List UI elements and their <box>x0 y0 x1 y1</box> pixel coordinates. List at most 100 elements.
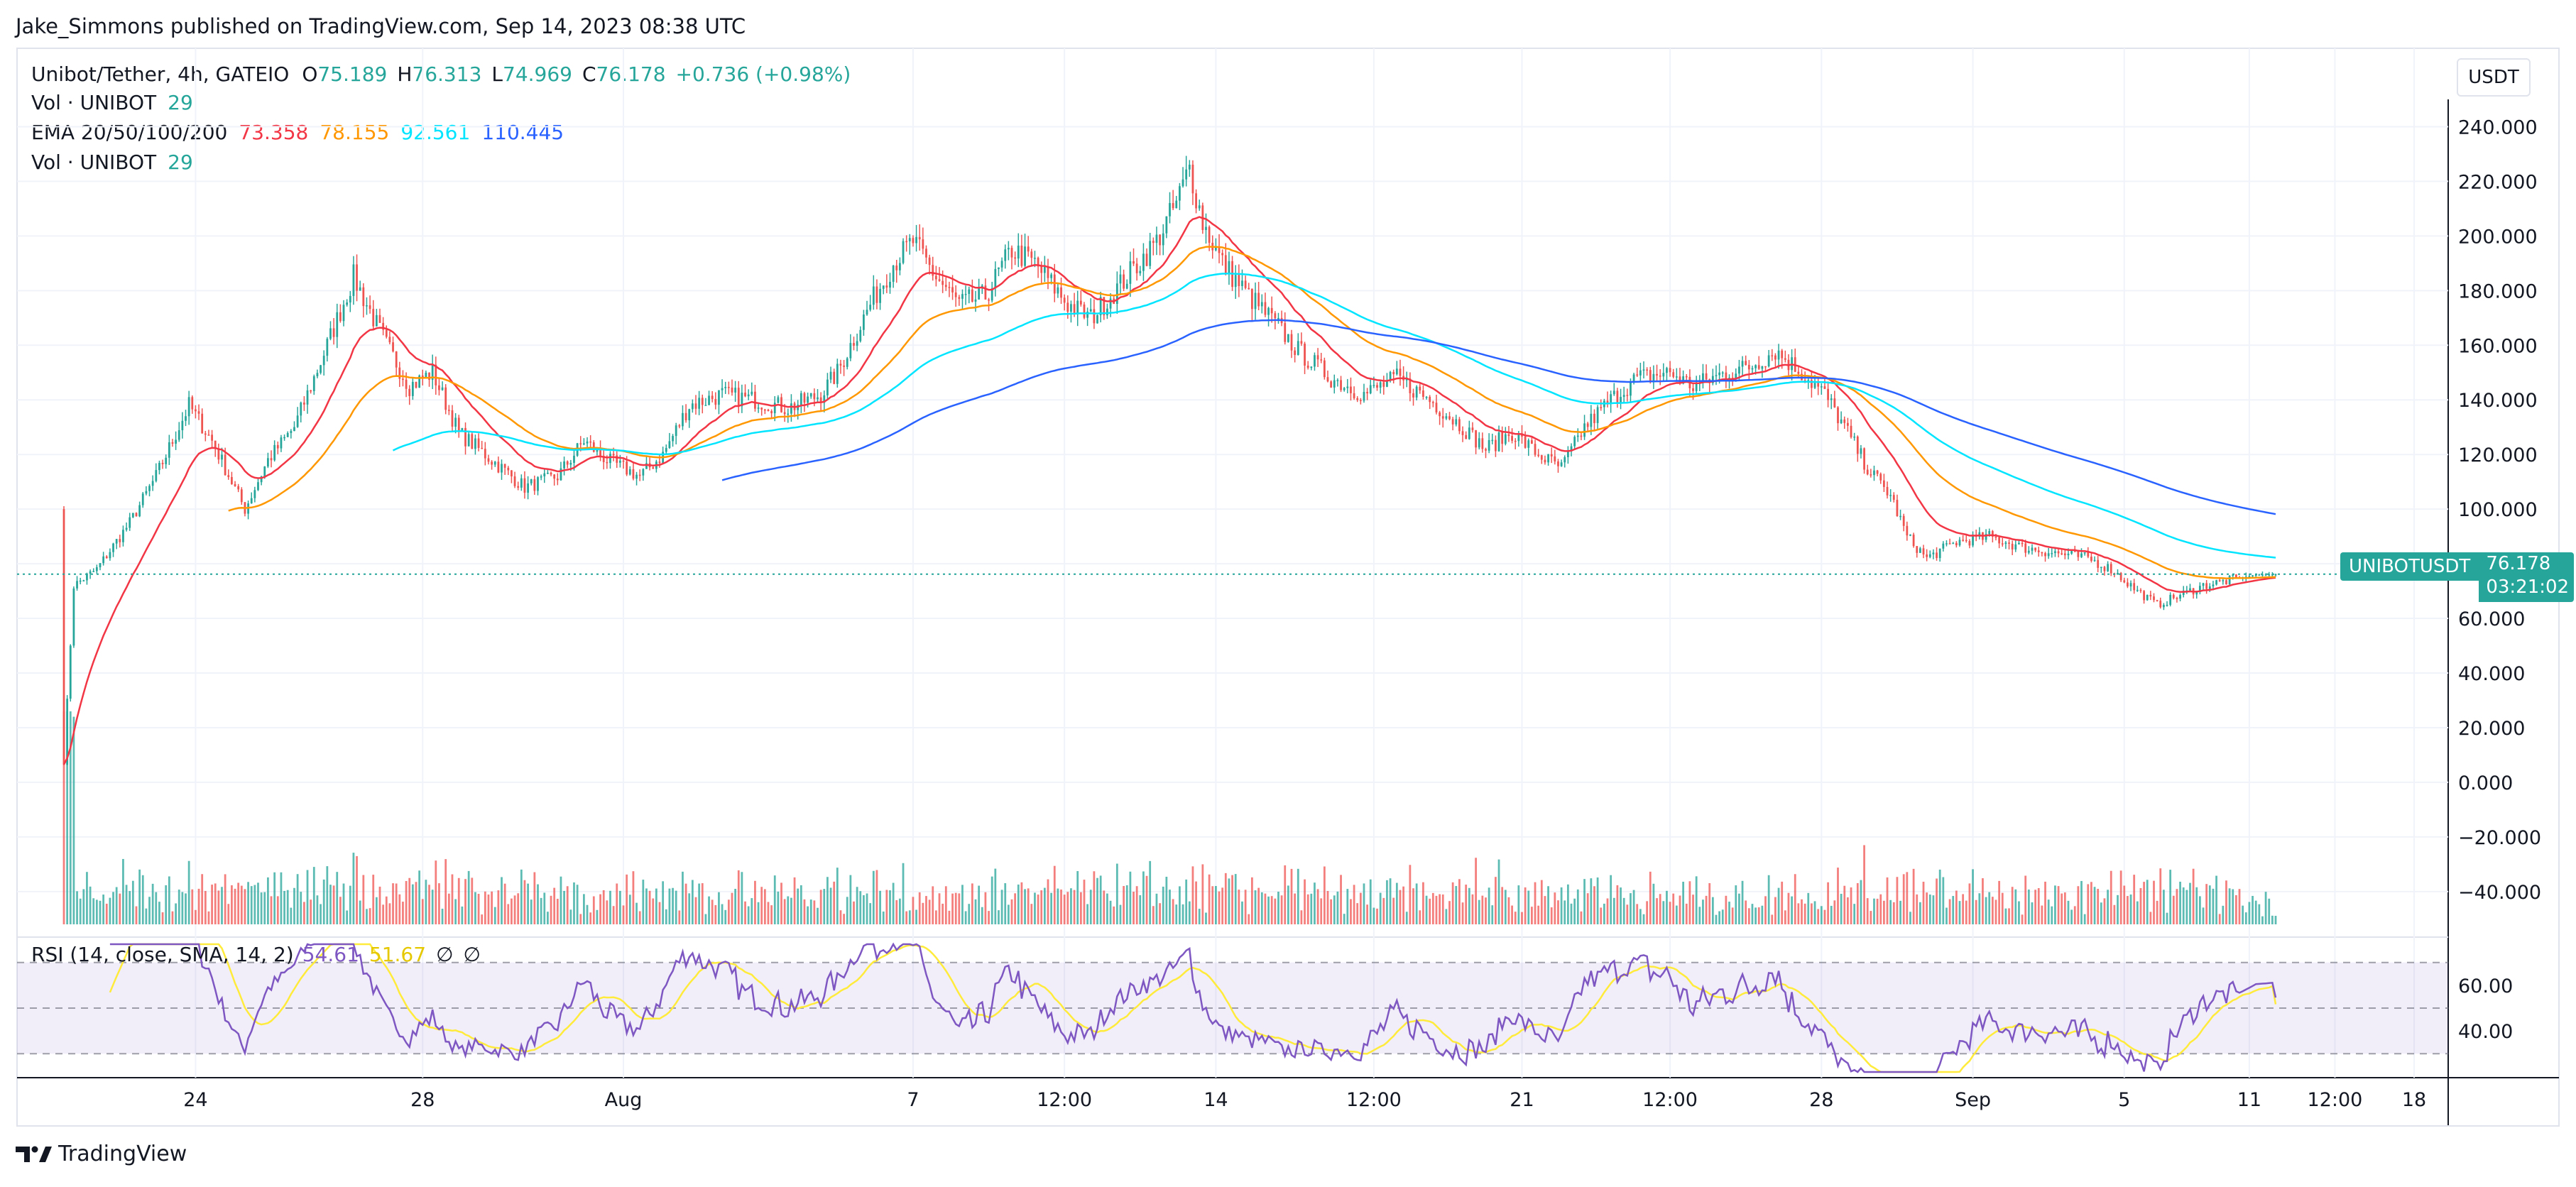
candle-body <box>2202 583 2205 586</box>
candle-body <box>566 461 569 465</box>
volume-bar <box>1666 890 1668 924</box>
volume-bar <box>513 895 516 924</box>
volume-bar <box>1823 909 1826 924</box>
candle-body <box>954 292 957 297</box>
volume-bar <box>843 914 845 924</box>
candle-body <box>1942 543 1945 549</box>
volume-bar <box>1053 865 1056 924</box>
volume-bar <box>1224 873 1227 924</box>
candle-body <box>1274 313 1277 319</box>
candle-body <box>1715 375 1718 376</box>
volume-bar <box>2195 887 2198 924</box>
candle-body <box>2103 567 2106 571</box>
volume-bar <box>1612 897 1615 924</box>
volume-bar <box>2047 899 2050 924</box>
volume-legend-1[interactable]: Vol · UNIBOT 29 <box>31 91 197 114</box>
candle-body <box>503 464 506 468</box>
volume-bar <box>628 895 631 924</box>
ema-legend[interactable]: EMA 20/50/100/200 73.358 78.155 92.561 110.4… <box>31 121 568 144</box>
volume-bar <box>998 910 1000 924</box>
volume-bar <box>682 871 684 924</box>
candle-body <box>1260 302 1263 307</box>
candle-body <box>405 379 408 389</box>
candle-body <box>336 312 339 337</box>
candle-body <box>1284 323 1287 342</box>
volume-bar <box>912 897 915 924</box>
candle-body <box>257 482 259 491</box>
candle-body <box>1162 233 1164 246</box>
candle-body <box>1270 307 1273 314</box>
volume-bar <box>829 887 832 924</box>
symbol-title[interactable]: Unibot/Tether, 4h, GATEIO <box>31 62 290 86</box>
candle-body <box>1948 543 1951 545</box>
candle-body <box>938 279 941 281</box>
candle-body <box>988 299 990 301</box>
rsi-extra-1: ∅ <box>436 943 454 966</box>
volume-bar <box>102 895 105 924</box>
volume-bar <box>1801 899 1803 924</box>
volume-bar <box>1133 892 1135 924</box>
volume-bar <box>1882 900 1885 924</box>
candle-body <box>895 266 898 270</box>
volume-bar <box>1277 891 1279 924</box>
candle-body <box>790 403 792 414</box>
candle-body <box>1669 368 1671 373</box>
volume-bar <box>547 912 549 924</box>
candle-body <box>187 397 190 417</box>
volume-bar <box>807 906 809 924</box>
candle-body <box>447 410 450 411</box>
price-axis-label: −20.000 <box>2458 827 2541 849</box>
candle-body <box>415 381 417 388</box>
volume-bar <box>1774 897 1777 924</box>
candle-body <box>1531 440 1533 444</box>
volume-bar <box>441 908 444 924</box>
volume-bar <box>1817 909 1820 924</box>
currency-button[interactable]: USDT <box>2457 58 2531 97</box>
tradingview-logo[interactable]: TradingView <box>16 1142 187 1166</box>
candle-body <box>734 388 737 393</box>
volume-bar <box>339 897 342 924</box>
volume-bar <box>1573 898 1576 924</box>
price-axis-label: −40.000 <box>2458 882 2541 904</box>
volume-bar <box>1040 890 1043 924</box>
volume-bar <box>1422 882 1424 924</box>
volume-bar <box>751 898 753 924</box>
rsi-legend[interactable]: RSI (14, close, SMA, 14, 2) 54.61 51.67 ∅ ∅ <box>31 943 485 966</box>
volume-bar <box>1353 885 1355 924</box>
volume-bar <box>1123 885 1125 924</box>
price-tag: UNIBOTUSDT 76.178 03:21:02 <box>2340 552 2575 602</box>
volume-bar <box>1185 879 1188 924</box>
volume-bar <box>1606 898 1609 924</box>
candle-body <box>628 469 631 475</box>
candle-body <box>589 441 592 443</box>
candle-body <box>751 391 753 395</box>
volume-bar <box>942 903 944 924</box>
volume-bar <box>734 889 737 924</box>
volume-bar <box>2264 892 2267 924</box>
candle-body <box>767 410 770 411</box>
volume-bar <box>523 880 526 924</box>
candle-body <box>2261 574 2264 576</box>
candle-body <box>1497 432 1500 452</box>
volume-bar <box>1135 886 1138 924</box>
volume-bar <box>1537 905 1540 924</box>
candle-body <box>2127 582 2129 587</box>
volume-legend-2[interactable]: Vol · UNIBOT 29 <box>31 151 197 174</box>
candle-body <box>2061 553 2063 554</box>
candle-body <box>2208 586 2211 589</box>
volume-bar <box>783 899 786 924</box>
volume-bar <box>1870 911 1872 924</box>
volume-bar <box>1017 884 1020 924</box>
volume-bar <box>2127 896 2129 924</box>
volume-bar <box>612 906 615 924</box>
candle-body <box>556 478 559 481</box>
candle-body <box>2090 557 2092 562</box>
volume-bar <box>1043 887 1046 924</box>
candle-body <box>1389 371 1392 381</box>
volume-bar <box>2113 904 2116 924</box>
candle-body <box>1761 366 1764 369</box>
price-axis-label: 40.000 <box>2458 663 2525 685</box>
volume-bar <box>1916 894 1919 924</box>
volume-bar <box>1014 893 1017 924</box>
